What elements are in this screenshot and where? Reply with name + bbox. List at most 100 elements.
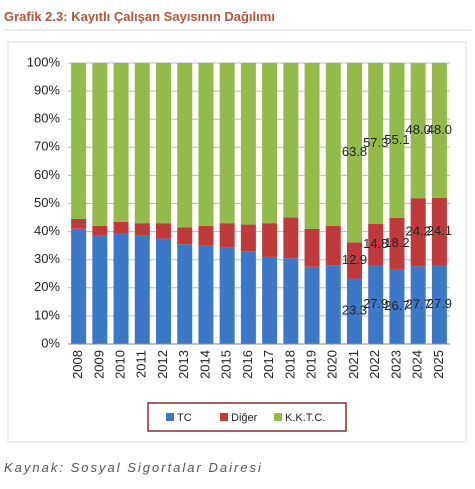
x-tick-label: 2013: [176, 350, 191, 379]
bar-segment: [410, 266, 426, 344]
data-label: 27.9: [427, 296, 452, 311]
bar-segment: [113, 221, 129, 234]
bar-segment: [262, 223, 278, 257]
bar-segment: [347, 278, 362, 344]
bar-segment: [177, 227, 193, 245]
y-tick-label: 100%: [27, 54, 61, 69]
bar-segment: [219, 223, 235, 248]
x-tick-label: 2019: [303, 350, 318, 379]
legend-swatch: [274, 413, 282, 421]
bar-segment: [304, 63, 320, 229]
data-label: 57.3: [363, 135, 388, 150]
bar-segment: [368, 224, 384, 266]
bar-segment: [219, 63, 235, 224]
bar-segment: [177, 244, 193, 344]
bar-segment: [71, 218, 87, 229]
data-label: 48.0: [427, 122, 452, 137]
x-tick-label: 2017: [261, 350, 276, 379]
x-tick-label: 2009: [91, 350, 106, 379]
x-tick-label: 2024: [410, 350, 425, 379]
data-label: 27.9: [363, 296, 388, 311]
source: Kaynak: Sosyal Sigortalar Dairesi: [4, 460, 263, 475]
bar-segment: [283, 63, 299, 218]
data-label: 14.8: [363, 236, 388, 251]
y-tick-label: 0%: [41, 335, 60, 350]
bar-segment: [304, 266, 320, 344]
data-label: 48.0: [406, 122, 431, 137]
bar-segment: [347, 242, 362, 279]
data-label: 55.1: [384, 132, 409, 147]
bar-segment: [240, 251, 256, 344]
y-tick-label: 80%: [34, 111, 60, 126]
y-tick-label: 20%: [34, 279, 60, 294]
bar-segment: [325, 225, 341, 266]
bar-segment: [198, 245, 214, 344]
legend-label: TC: [177, 412, 192, 424]
bar-segment: [389, 268, 405, 344]
x-tick-label: 2022: [367, 350, 382, 379]
legend-label: Diğer: [231, 412, 258, 424]
bar-segment: [389, 63, 405, 218]
data-label: 12.9: [342, 252, 367, 267]
bar-segment: [304, 228, 320, 267]
bar-segment: [431, 197, 447, 266]
x-tick-label: 2025: [431, 350, 446, 379]
y-tick-label: 90%: [34, 83, 60, 98]
bar-segment: [262, 63, 278, 224]
y-tick-label: 30%: [34, 251, 60, 266]
bar-segment: [134, 235, 150, 344]
bar-segment: [283, 258, 299, 344]
legend-label: K.K.T.C.: [285, 412, 325, 424]
bar-segment: [156, 63, 171, 224]
bar-segment: [156, 223, 171, 239]
chart-title: Grafik 2.3: Kayıtlı Çalışan Sayısının Da…: [4, 9, 275, 24]
bar-segment: [347, 63, 362, 243]
bar-segment: [368, 63, 384, 225]
y-tick-label: 50%: [34, 195, 60, 210]
x-tick-label: 2023: [388, 350, 403, 379]
bar-segment: [71, 63, 87, 219]
bar-segment: [92, 225, 108, 236]
bar-segment: [262, 256, 278, 344]
y-tick-label: 70%: [34, 139, 60, 154]
data-label: 27.7: [406, 297, 431, 312]
bar-segment: [113, 63, 129, 222]
legend-box: [147, 402, 347, 432]
data-label: 18.2: [384, 235, 409, 250]
x-tick-label: 2011: [134, 350, 149, 378]
bar-segment: [325, 265, 341, 344]
bar-segment: [219, 247, 235, 344]
bar-segment: [134, 63, 150, 224]
bar-segment: [134, 223, 150, 236]
data-label: 24.2: [406, 224, 431, 239]
x-tick-label: 2020: [325, 350, 340, 379]
bar-segment: [410, 198, 426, 267]
bar-segment: [177, 63, 193, 228]
x-tick-label: 2014: [197, 350, 212, 379]
bar-segment: [71, 228, 87, 344]
bar-segment: [389, 217, 405, 269]
bar-segment: [431, 63, 447, 198]
bar-segment: [368, 265, 384, 344]
x-tick-label: 2015: [219, 350, 234, 379]
bar-segment: [113, 233, 129, 344]
data-label: 24.1: [427, 223, 452, 238]
x-tick-label: 2010: [112, 350, 127, 379]
data-label: 26.7: [384, 298, 409, 313]
y-tick-label: 40%: [34, 223, 60, 238]
x-tick-label: 2018: [282, 350, 297, 379]
x-tick-label: 2012: [155, 350, 170, 379]
bar-segment: [431, 265, 447, 344]
y-tick-label: 60%: [34, 167, 60, 182]
x-tick-label: 2021: [346, 350, 361, 379]
bar-segment: [410, 63, 426, 199]
x-tick-label: 2016: [240, 350, 255, 379]
bar-segment: [92, 63, 108, 226]
data-label: 63.8: [342, 144, 367, 159]
y-tick-label: 10%: [34, 307, 60, 322]
bar-segment: [198, 63, 214, 226]
bar-segment: [198, 225, 214, 246]
bar-segment: [240, 63, 256, 225]
data-label: 23.3: [342, 303, 367, 318]
